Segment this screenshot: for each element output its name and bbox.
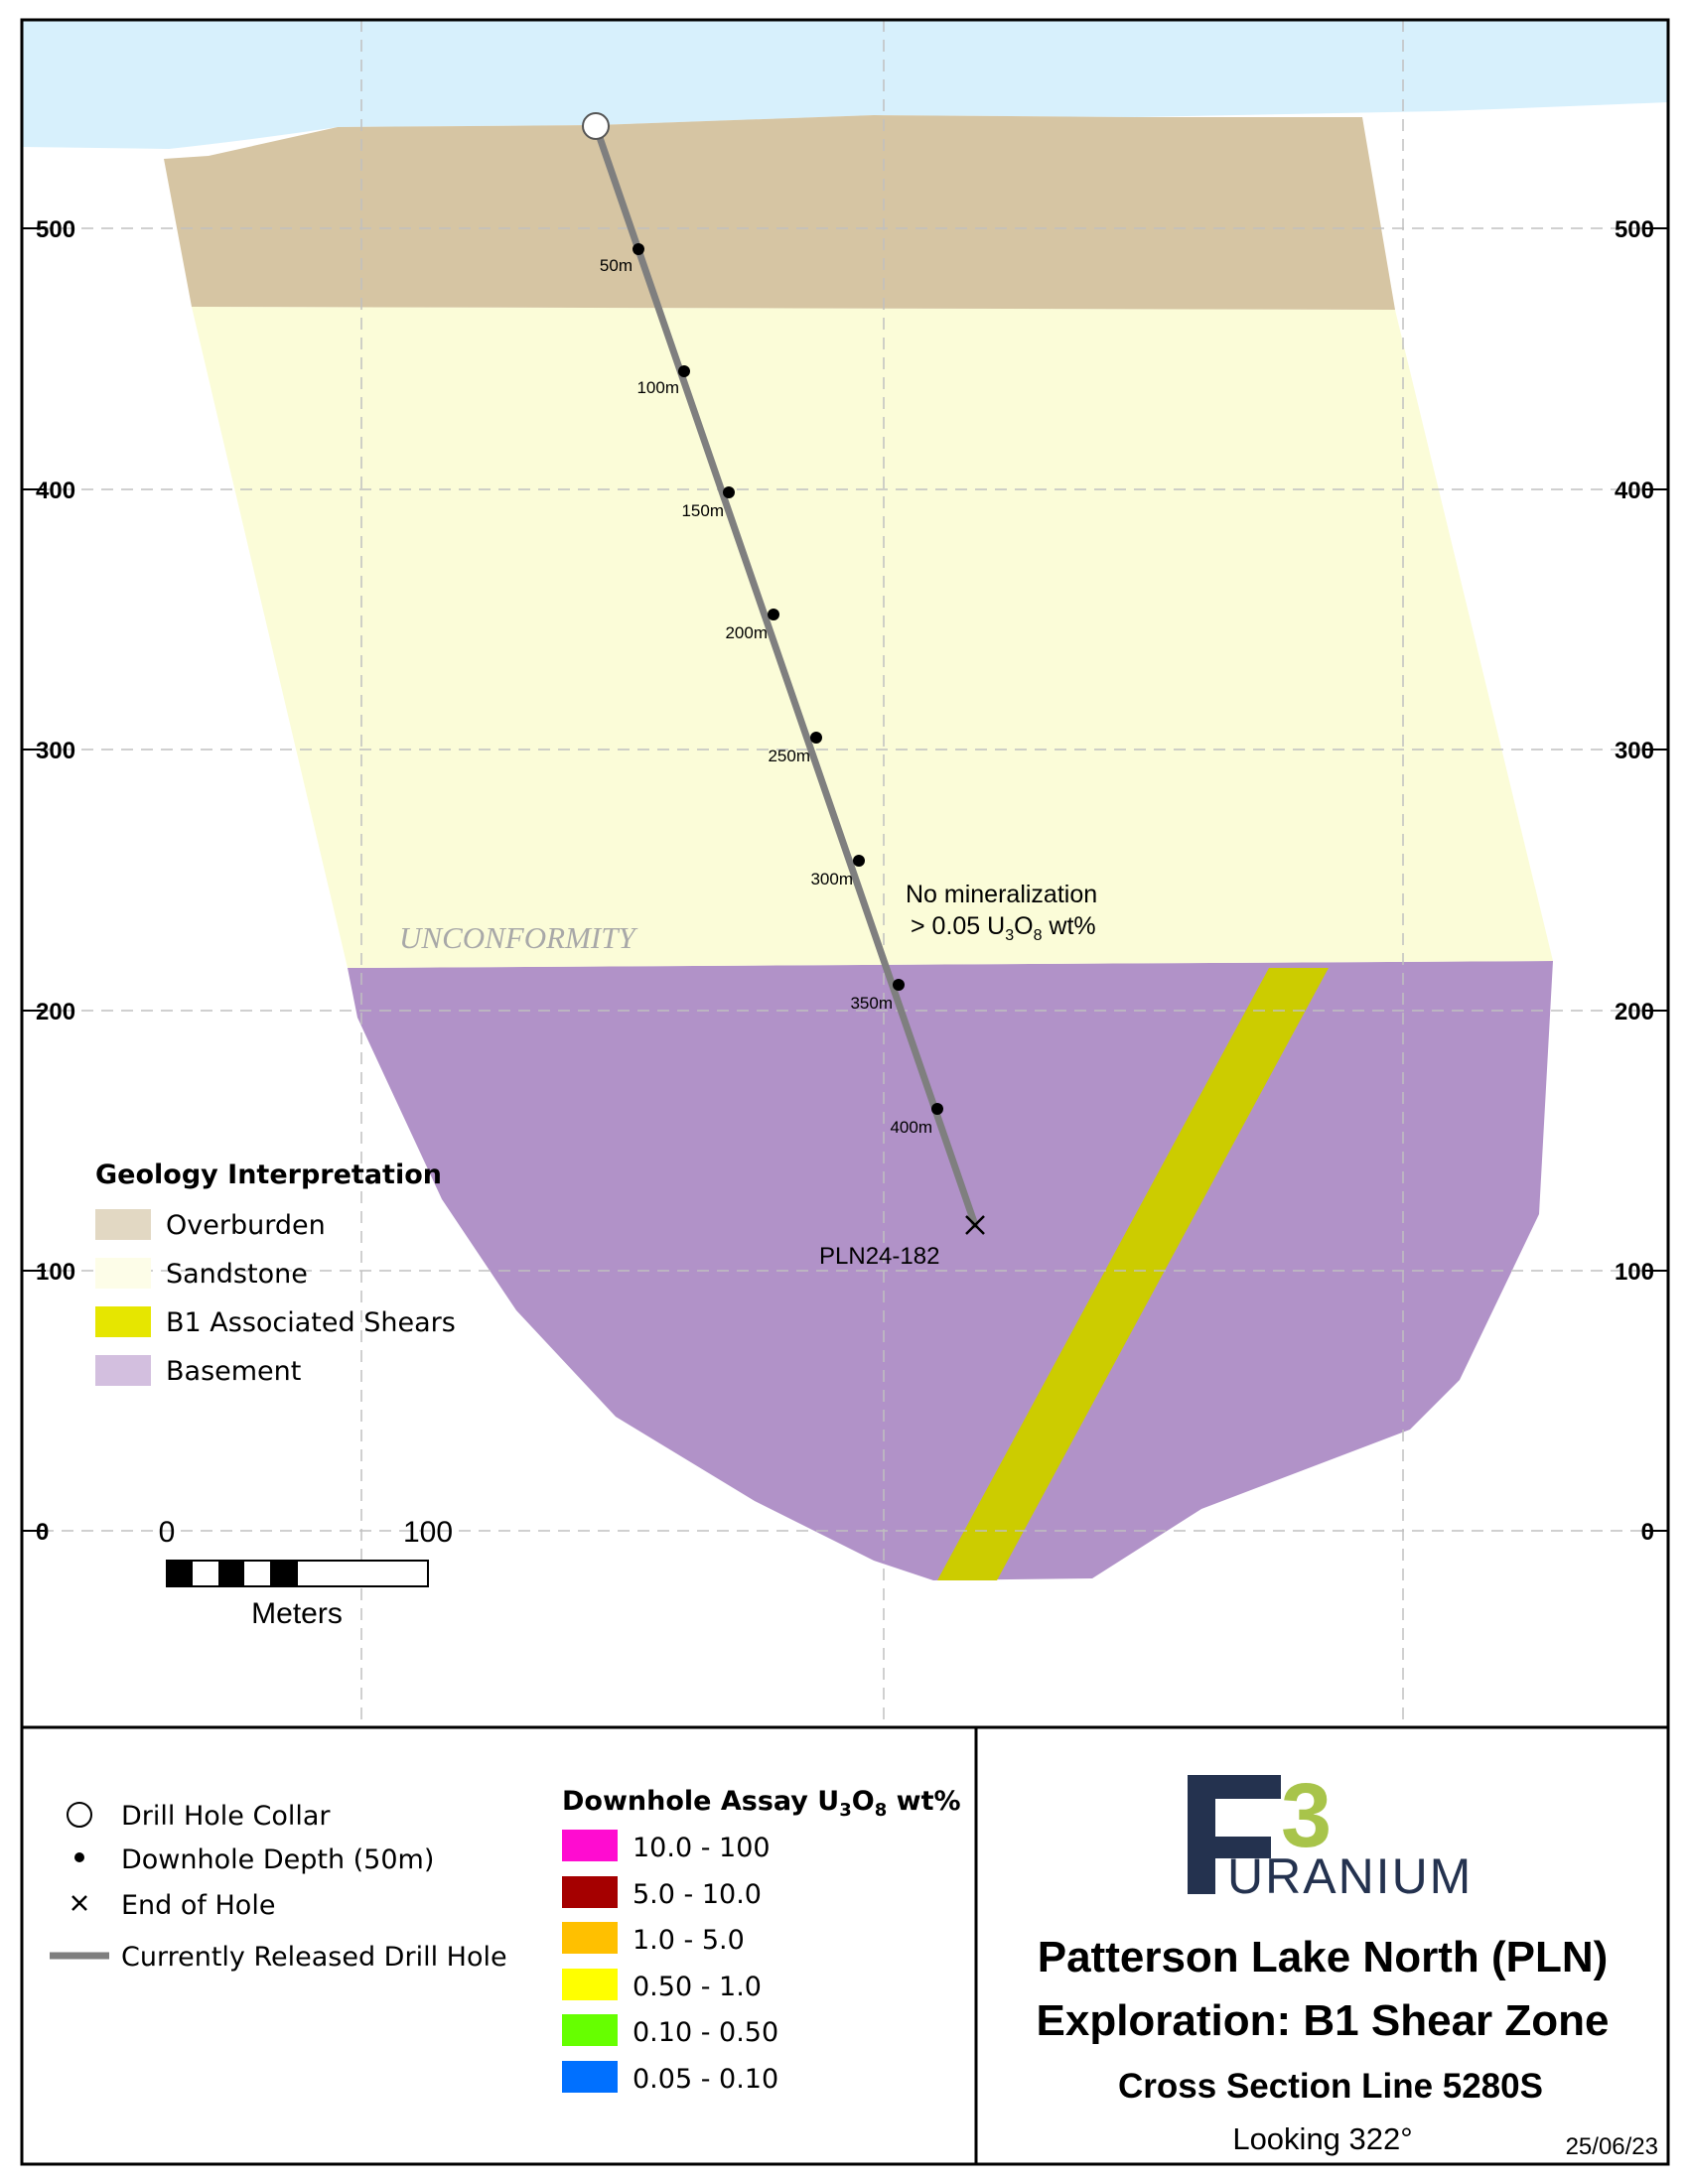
geology-legend: Geology Interpretation Overburden Sandst…: [95, 1160, 456, 1387]
elev-label-0: 0: [36, 1519, 49, 1546]
title-line2: Exploration: B1 Shear Zone: [1037, 1996, 1610, 2045]
looking-direction: Looking 322°: [1232, 2121, 1412, 2156]
assay-label-3: 0.50 - 1.0: [633, 1972, 762, 2002]
depth-label-200: 200m: [725, 623, 768, 642]
elev-label-100-right: 100: [1615, 1259, 1654, 1286]
depth-dot-150: [723, 486, 735, 498]
assay-label-1: 5.0 - 10.0: [633, 1879, 762, 1910]
elev-label-200: 200: [36, 999, 75, 1025]
assay-label-0: 10.0 - 100: [633, 1833, 771, 1863]
depth-dot-300: [853, 855, 865, 867]
assay-swatch-0: [562, 1830, 618, 1861]
depth-label-250: 250m: [768, 747, 810, 765]
drill-hole-id: PLN24-182: [819, 1243, 939, 1270]
title-line3: Cross Section Line 5280S: [1118, 2067, 1543, 2106]
legend-swatch-basement: [95, 1355, 151, 1386]
symbol-label-depth: Downhole Depth (50m): [121, 1844, 434, 1875]
depth-label-300: 300m: [810, 870, 853, 888]
sky-area: [22, 20, 1668, 149]
grid-lines: [22, 20, 1668, 1727]
dot-icon: [74, 1852, 84, 1862]
collar-icon: [67, 1802, 92, 1828]
drill-hole-trace: [592, 122, 979, 1229]
depth-label-50: 50m: [600, 256, 633, 275]
elev-label-400-right: 400: [1615, 478, 1654, 504]
f3-uranium-logo: 3 URANIUM: [1188, 1765, 1473, 1904]
elev-label-100: 100: [36, 1259, 75, 1286]
legend-label-basement: Basement: [166, 1356, 301, 1387]
legend-label-overburden: Overburden: [166, 1210, 326, 1241]
elev-label-400: 400: [36, 478, 75, 504]
assay-swatch-5: [562, 2061, 618, 2093]
cross-icon: [71, 1895, 87, 1911]
depth-dot-350: [893, 979, 905, 991]
elev-label-300-right: 300: [1615, 738, 1654, 764]
assay-label-2: 1.0 - 5.0: [633, 1925, 745, 1956]
depth-dot-200: [768, 609, 779, 620]
scale-bar-unit: Meters: [251, 1597, 343, 1630]
b1-shear-zone: [937, 968, 1329, 1580]
unconformity-label: UNCONFORMITY: [399, 920, 637, 955]
bottom-panel: Drill Hole Collar Downhole Depth (50m) E…: [20, 1725, 1670, 2166]
elevation-ticks-right: [1644, 227, 1668, 1532]
basement-unit: [348, 961, 1553, 1580]
section-map: 500 400 300 200 100 0 500 400 300 200 10…: [20, 18, 1670, 1729]
depth-dot-50: [633, 243, 644, 255]
assay-swatch-4: [562, 2014, 618, 2046]
no-mineralization-line1: No mineralization: [906, 881, 1097, 908]
depth-label-100: 100m: [636, 378, 679, 397]
elev-label-500-right: 500: [1615, 216, 1654, 243]
symbol-label-end: End of Hole: [121, 1890, 275, 1921]
title-line1: Patterson Lake North (PLN): [1038, 1933, 1609, 1981]
logo-three: 3: [1281, 1765, 1332, 1866]
overburden-unit: [164, 115, 1395, 310]
scale-bar: 0 100 Meters: [159, 1516, 453, 1630]
geology-legend-title: Geology Interpretation: [95, 1160, 442, 1190]
end-of-hole-marker: [965, 1215, 985, 1235]
depth-label-400: 400m: [890, 1118, 932, 1137]
assay-label-5: 0.05 - 0.10: [633, 2064, 778, 2095]
legend-label-sandstone: Sandstone: [166, 1259, 308, 1290]
elev-label-500: 500: [36, 216, 75, 243]
no-mineralization-line2: > 0.05 U3O8 wt%: [911, 912, 1096, 944]
assay-label-4: 0.10 - 0.50: [633, 2017, 778, 2048]
depth-labels: 50m 100m 150m 200m 250m 300m 350m 400m: [600, 256, 932, 1137]
symbol-label-drillhole: Currently Released Drill Hole: [121, 1942, 507, 1973]
drill-hole-collar: [582, 112, 610, 140]
legend-swatch-shears: [95, 1306, 151, 1337]
legend-swatch-sandstone: [95, 1258, 151, 1289]
elevation-labels-left: 500 400 300 200 100 0: [36, 216, 75, 1546]
elevation-labels-right: 500 400 300 200 100 0: [1615, 216, 1654, 1546]
depth-dot-400: [931, 1103, 943, 1115]
legend-swatch-overburden: [95, 1209, 151, 1240]
legend-label-shears: B1 Associated Shears: [166, 1307, 456, 1338]
symbol-label-collar: Drill Hole Collar: [121, 1801, 331, 1832]
elev-label-300: 300: [36, 738, 75, 764]
assay-legend-title: Downhole Assay U3O8 wt%: [562, 1786, 961, 1821]
depth-label-150: 150m: [681, 501, 724, 520]
depth-dot-100: [678, 365, 690, 377]
scale-bar-start: 0: [159, 1516, 176, 1549]
symbol-legend: Drill Hole Collar Downhole Depth (50m) E…: [50, 1801, 507, 1973]
elevation-ticks-left: [22, 227, 46, 1532]
assay-swatch-3: [562, 1969, 618, 2000]
title-block: Patterson Lake North (PLN) Exploration: …: [1037, 1933, 1658, 2160]
depth-label-350: 350m: [850, 994, 893, 1013]
figure-date: 25/06/23: [1566, 2133, 1658, 2160]
sandstone-unit: [192, 307, 1553, 968]
logo-word: URANIUM: [1227, 1848, 1473, 1904]
depth-markers: [633, 243, 943, 1115]
assay-legend: Downhole Assay U3O8 wt% 10.0 - 100 5.0 -…: [562, 1786, 961, 2095]
elev-label-200-right: 200: [1615, 999, 1654, 1025]
scale-bar-end: 100: [403, 1516, 453, 1549]
elev-label-0-right: 0: [1641, 1519, 1654, 1546]
assay-swatch-1: [562, 1876, 618, 1908]
depth-dot-250: [810, 732, 822, 744]
assay-swatch-2: [562, 1922, 618, 1954]
